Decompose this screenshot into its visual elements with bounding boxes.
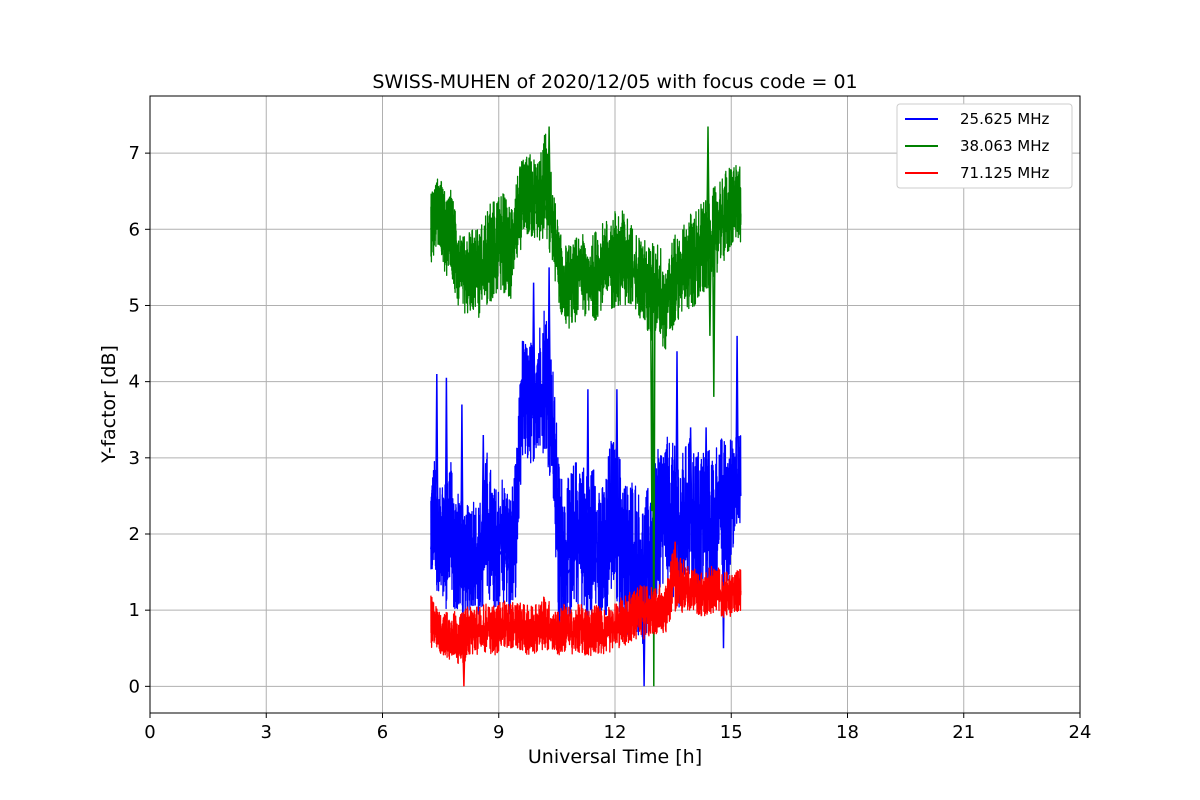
series-spike — [547, 126, 552, 218]
x-tick-label: 6 — [377, 722, 388, 743]
x-tick-label: 12 — [604, 722, 627, 743]
series-spike — [721, 518, 726, 649]
series-line — [430, 549, 742, 665]
x-tick-label: 21 — [952, 722, 975, 743]
y-tick-label: 6 — [129, 219, 140, 240]
legend: 25.625 MHz 38.063 MHz 71.125 MHz — [896, 103, 1073, 189]
series-spike — [585, 389, 590, 573]
legend-label: 71.125 MHz — [960, 164, 1049, 182]
series-spike — [653, 284, 658, 329]
legend-label: 38.063 MHz — [960, 137, 1049, 155]
series-spike — [461, 636, 466, 687]
legend-box — [896, 103, 1073, 189]
x-tick-label: 15 — [720, 722, 743, 743]
series-spike — [615, 389, 619, 546]
y-tick-label: 2 — [129, 524, 140, 545]
x-tick-label: 18 — [836, 722, 859, 743]
series-2 — [430, 126, 742, 687]
series-spike — [688, 427, 693, 523]
x-axis-label: Universal Time [h] — [528, 746, 702, 768]
x-axis-ticks: 0 3 6 9 12 15 18 21 24 — [144, 713, 1091, 743]
series-layer — [430, 126, 742, 687]
series-spike — [649, 288, 654, 512]
y-axis-ticks: 0 1 2 3 4 5 6 7 — [129, 143, 150, 697]
legend-label: 25.625 MHz — [960, 110, 1049, 128]
series-trend-line — [430, 204, 742, 308]
series-spike — [711, 234, 716, 397]
series-spike — [531, 282, 536, 416]
x-tick-label: 9 — [493, 722, 504, 743]
y-axis-label: Y-factor [dB] — [98, 345, 120, 464]
series-spike — [673, 541, 677, 582]
series-spike — [481, 434, 486, 554]
y-tick-label: 1 — [129, 600, 140, 621]
series-spike — [434, 373, 439, 538]
x-tick-label: 3 — [261, 722, 272, 743]
series-spike — [460, 404, 464, 575]
series-spike — [706, 126, 710, 245]
y-tick-label: 5 — [129, 295, 140, 316]
series-spike — [735, 335, 739, 491]
y-tick-label: 7 — [129, 143, 140, 164]
series-3 — [430, 541, 742, 687]
series-spike — [675, 351, 679, 542]
series-spike — [547, 267, 552, 420]
x-tick-label: 24 — [1069, 722, 1092, 743]
series-spike — [708, 240, 712, 336]
y-tick-label: 4 — [129, 372, 140, 393]
y-tick-label: 0 — [129, 676, 140, 697]
y-tick-label: 3 — [129, 448, 140, 469]
chart-title: SWISS-MUHEN of 2020/12/05 with focus cod… — [372, 71, 857, 93]
x-tick-label: 0 — [144, 722, 155, 743]
series-trend-line — [430, 578, 742, 643]
series-spike — [444, 377, 449, 557]
series-spike — [704, 427, 708, 531]
